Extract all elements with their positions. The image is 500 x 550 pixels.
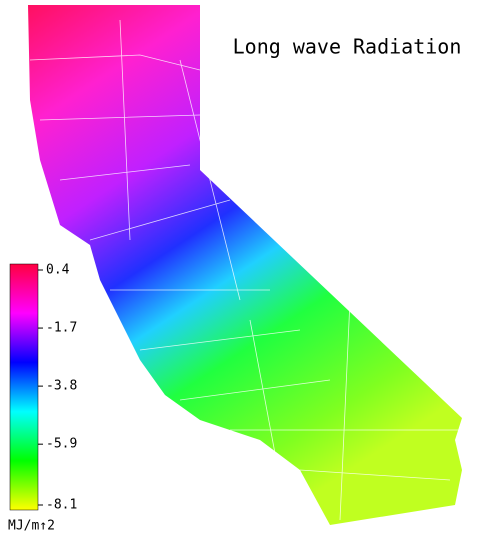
colorbar-unit: MJ/m↑2 [8,519,55,534]
colorbar-tick-label: -3.8 [46,379,77,394]
colorbar-tick-label: -8.1 [46,498,77,513]
colorbar-tick-label: 0.4 [46,263,70,278]
colorbar [9,263,39,511]
map-title: Long wave Radiation [233,35,462,59]
california-shape [28,5,462,525]
colorbar-tick-label: -5.9 [46,437,77,452]
county-lines [29,19,460,521]
colorbar-tick-label: -1.7 [46,321,77,336]
